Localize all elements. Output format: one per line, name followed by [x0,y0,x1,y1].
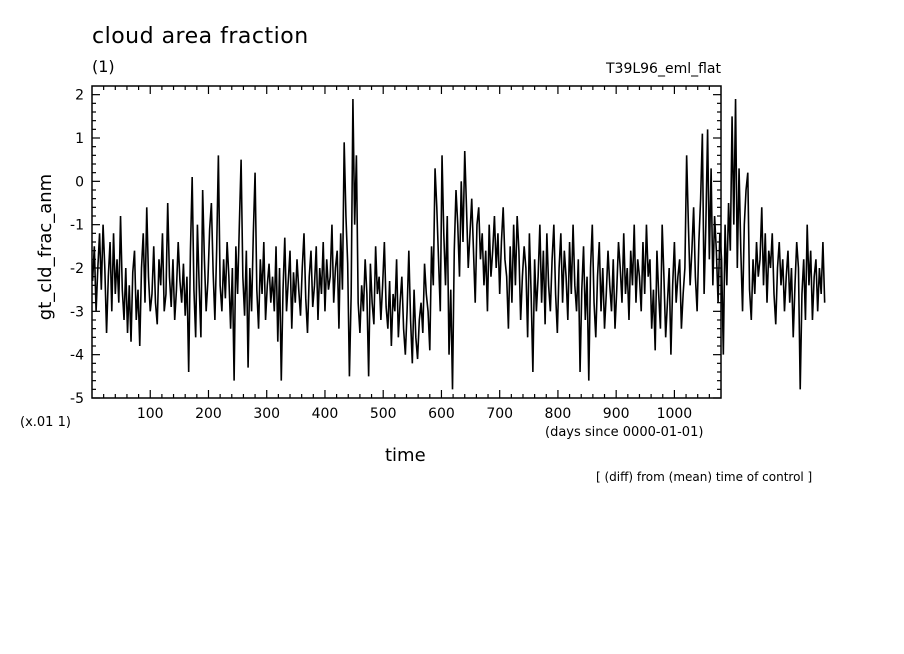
x-tick-label: 300 [253,406,280,422]
chart-units: (1) [92,57,115,76]
series-line [91,98,826,390]
x-tick-label: 400 [312,406,339,422]
tick-labels: 100 200 300 400 500 600 700 800 900 1000 -5 -4 -3 -2 -… [70,88,692,422]
plot-frame [91,85,722,399]
y-tick-label: -5 [70,391,84,407]
x-tick-label: 1000 [657,406,693,422]
y-tick-label: -2 [70,261,84,277]
y-tick-label: 1 [75,131,84,147]
x-tick-label: 700 [486,406,513,422]
y-tick-label: 0 [75,174,84,190]
y-tick-label: -1 [70,218,84,234]
y-tick-label: -4 [70,348,84,364]
x-axis-label: time [385,445,426,466]
x-tick-label: 800 [545,406,572,422]
run-label: T39L96_eml_flat [605,61,721,77]
x-tick-label: 500 [370,406,397,422]
footnote: [ (diff) from (mean) time of control ] [596,470,813,484]
y-scale-note: (x.01 1) [20,415,71,430]
x-tick-label: 100 [137,406,164,422]
axis-ticks [92,86,721,399]
y-tick-label: 2 [75,88,84,104]
x-tick-label: 600 [428,406,455,422]
y-tick-label: -3 [70,304,84,320]
x-tick-label: 200 [195,406,222,422]
x-tick-label: 900 [603,406,630,422]
x-unit-note: (days since 0000-01-01) [545,425,704,440]
chart-title: cloud area fraction [92,24,309,49]
